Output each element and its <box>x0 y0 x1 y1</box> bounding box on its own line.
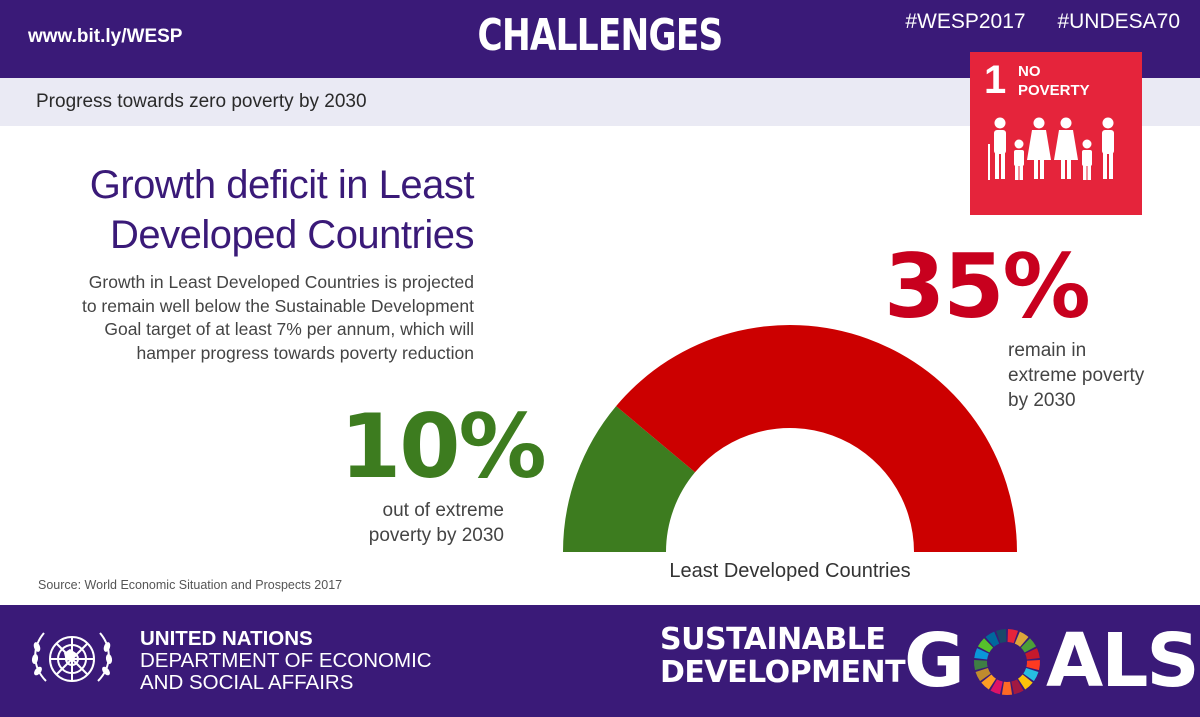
description-line4: hamper progress towards poverty reductio… <box>136 342 474 363</box>
family-icon <box>988 117 1114 180</box>
organization-name: UNITED NATIONS DEPARTMENT OF ECONOMIC AN… <box>140 628 432 694</box>
sdg-number: 1 <box>984 58 1007 102</box>
sdg-wheel-segment <box>1023 668 1039 682</box>
sdg-wheel-segment <box>996 629 1007 644</box>
url-link[interactable]: www.bit.ly/WESP <box>28 26 183 47</box>
sdg-wheel-segment <box>974 648 989 660</box>
caption-remain-in-poverty: remain in extreme poverty by 2030 <box>1008 338 1178 413</box>
sdg-wheel-segment <box>1026 659 1040 671</box>
sdg-wheel-segment <box>975 668 991 682</box>
value-label-remain-in-poverty: 35% <box>884 235 1091 338</box>
top-bar: www.bit.ly/WESP CHALLENGES #WESP2017 #UN… <box>0 0 1200 78</box>
sdg-wheel-segment <box>1018 674 1033 690</box>
sdg-wordmark-line1: SUSTAINABLE <box>660 622 886 657</box>
sdg-wheel-segment <box>1025 648 1040 660</box>
org-line3: AND SOCIAL AFFAIRS <box>140 671 354 694</box>
sdg-label: NO POVERTY <box>1018 62 1090 100</box>
sdg-label-line2: POVERTY <box>1018 82 1090 99</box>
org-line2: DEPARTMENT OF ECONOMIC <box>140 649 432 672</box>
sdg-wheel-segment <box>974 659 988 671</box>
chart-x-label: Least Developed Countries <box>669 560 911 582</box>
section-title-line2: Developed Countries <box>109 213 475 257</box>
sdg-wordmark: SUSTAINABLE DEVELOPMENT <box>660 622 906 690</box>
sdg-wheel-segment <box>990 679 1003 695</box>
value-label-out-of-poverty: 10% <box>340 395 547 498</box>
caption-remain-in-poverty-line2: extreme poverty <box>1008 365 1145 386</box>
hashtag-wesp[interactable]: #WESP2017 <box>905 10 1026 33</box>
sdg-wheel-segment <box>981 674 996 690</box>
sdg-wordmark-line2: DEVELOPMENT <box>660 655 906 690</box>
un-emblem-icon <box>31 632 113 682</box>
sdg-wheel-segment <box>977 638 994 653</box>
caption-out-of-poverty-line2: poverty by 2030 <box>368 525 504 546</box>
hashtags: #WESP2017 #UNDESA70 <box>879 10 1180 34</box>
description: Growth in Least Developed Countries is p… <box>40 271 474 365</box>
caption-remain-in-poverty-line3: by 2030 <box>1008 390 1076 411</box>
sdg-wheel-segment <box>985 631 1000 647</box>
sdg-wheel-segment <box>1011 679 1024 695</box>
description-line2: to remain well below the Sustainable Dev… <box>81 295 474 316</box>
sdg-wheel-icon <box>974 629 1040 695</box>
hashtag-undesa[interactable]: #UNDESA70 <box>1057 10 1180 33</box>
source-note: Source: World Economic Situation and Pro… <box>38 578 343 592</box>
sdg-label-line1: NO <box>1018 63 1041 80</box>
gauge-segment-remain-in-poverty <box>616 325 1017 552</box>
goals-letters-als: ALS <box>1046 618 1200 704</box>
sdg-wheel-segment <box>1007 629 1018 644</box>
sdg-wheel-segment <box>1001 681 1013 695</box>
description-line3: Goal target of at least 7% per annum, wh… <box>104 319 474 339</box>
sub-header-text: Progress towards zero poverty by 2030 <box>36 91 367 112</box>
caption-out-of-poverty-line1: out of extreme <box>382 500 504 521</box>
org-line1: UNITED NATIONS <box>140 627 313 650</box>
caption-out-of-poverty: out of extreme poverty by 2030 <box>340 498 504 548</box>
caption-remain-in-poverty-line1: remain in <box>1008 340 1087 361</box>
description-line1: Growth in Least Developed Countries is p… <box>88 272 474 292</box>
sdg-wheel-segment <box>1020 638 1037 653</box>
page-headline: CHALLENGES <box>477 10 724 61</box>
gauge-segment-out-of-poverty <box>563 406 696 552</box>
goals-letter-g: G <box>904 618 965 704</box>
sdg-badge: 1 NO POVERTY <box>970 52 1142 215</box>
sdg-wheel-segment <box>1014 631 1029 647</box>
section-title-line1: Growth deficit in Least <box>89 163 475 207</box>
footer-bar: UNITED NATIONS DEPARTMENT OF ECONOMIC AN… <box>0 605 1200 717</box>
section-title: Growth deficit in Least Developed Countr… <box>60 160 475 260</box>
